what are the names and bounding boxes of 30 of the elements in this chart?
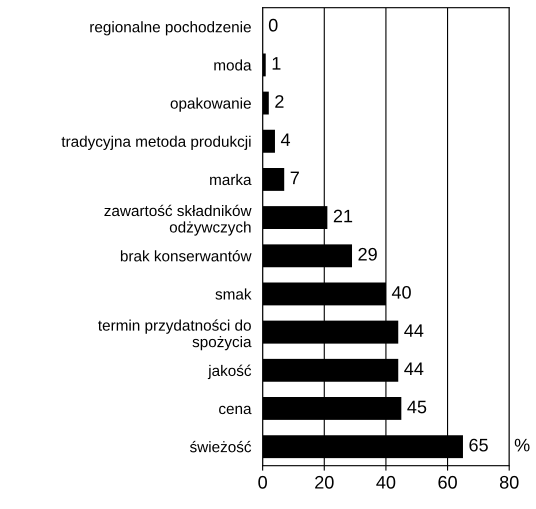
x-tick-label: 0: [258, 476, 267, 489]
x-tick-label: 60: [438, 476, 457, 489]
y-tick-label: marka: [210, 174, 252, 186]
data-label: 2: [275, 95, 284, 108]
data-label: 40: [392, 286, 411, 299]
data-label: 44: [404, 324, 424, 337]
x-axis-title: %: [514, 438, 530, 452]
y-tick-label: brak konserwantów: [120, 250, 252, 262]
y-tick-label: moda: [214, 59, 252, 71]
data-label: 21: [334, 210, 352, 222]
y-tick-label: smak: [215, 288, 252, 300]
data-label: 44: [404, 362, 424, 375]
y-tick-label: jakość: [208, 364, 252, 380]
y-tick-label: świeżość: [190, 440, 252, 452]
data-label: 0: [268, 18, 278, 32]
x-tick-label: 40: [376, 476, 396, 489]
y-tick-label: cena: [219, 406, 252, 414]
y-tick-label: termin przydatności do spożycia: [98, 319, 252, 350]
data-label: 1: [272, 57, 280, 70]
data-label: 29: [358, 248, 377, 261]
y-tick-label: regionalne pochodzenie: [90, 21, 251, 36]
y-tick-label: opakowanie: [170, 98, 251, 112]
x-tick-label: 80: [500, 476, 519, 489]
data-label: 65: [469, 438, 488, 452]
y-tick-label: tradycyjna metoda produkcji: [62, 136, 251, 150]
x-tick-label: 20: [315, 476, 334, 489]
data-label: 7: [290, 172, 299, 184]
data-label: 4: [280, 133, 290, 146]
data-label: 45: [407, 400, 426, 414]
y-tick-label: zawartość składników odżywczych: [104, 204, 252, 236]
